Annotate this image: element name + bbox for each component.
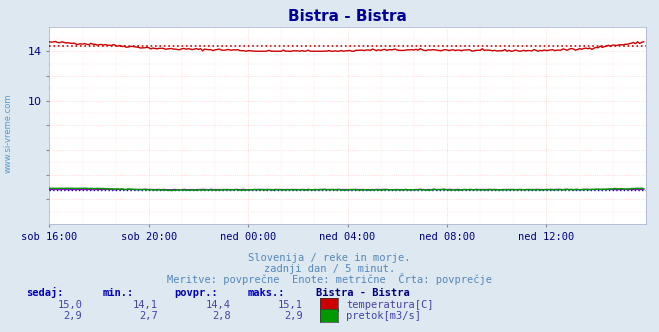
Text: Bistra - Bistra: Bistra - Bistra (316, 288, 410, 298)
Text: temperatura[C]: temperatura[C] (346, 300, 434, 310)
Text: povpr.:: povpr.: (175, 288, 218, 298)
Text: 15,0: 15,0 (57, 300, 82, 310)
Text: Meritve: povprečne  Enote: metrične  Črta: povprečje: Meritve: povprečne Enote: metrične Črta:… (167, 273, 492, 285)
Text: 15,1: 15,1 (278, 300, 303, 310)
Title: Bistra - Bistra: Bistra - Bistra (288, 9, 407, 24)
Text: 2,7: 2,7 (140, 311, 158, 321)
Text: 14,4: 14,4 (206, 300, 231, 310)
Text: www.si-vreme.com: www.si-vreme.com (4, 93, 13, 173)
Text: sedaj:: sedaj: (26, 287, 64, 298)
Text: pretok[m3/s]: pretok[m3/s] (346, 311, 421, 321)
Text: maks.:: maks.: (247, 288, 285, 298)
Text: 2,8: 2,8 (212, 311, 231, 321)
Text: Slovenija / reke in morje.: Slovenija / reke in morje. (248, 253, 411, 263)
Text: min.:: min.: (102, 288, 133, 298)
Text: 2,9: 2,9 (285, 311, 303, 321)
Text: zadnji dan / 5 minut.: zadnji dan / 5 minut. (264, 264, 395, 274)
Text: 14,1: 14,1 (133, 300, 158, 310)
Text: 2,9: 2,9 (64, 311, 82, 321)
